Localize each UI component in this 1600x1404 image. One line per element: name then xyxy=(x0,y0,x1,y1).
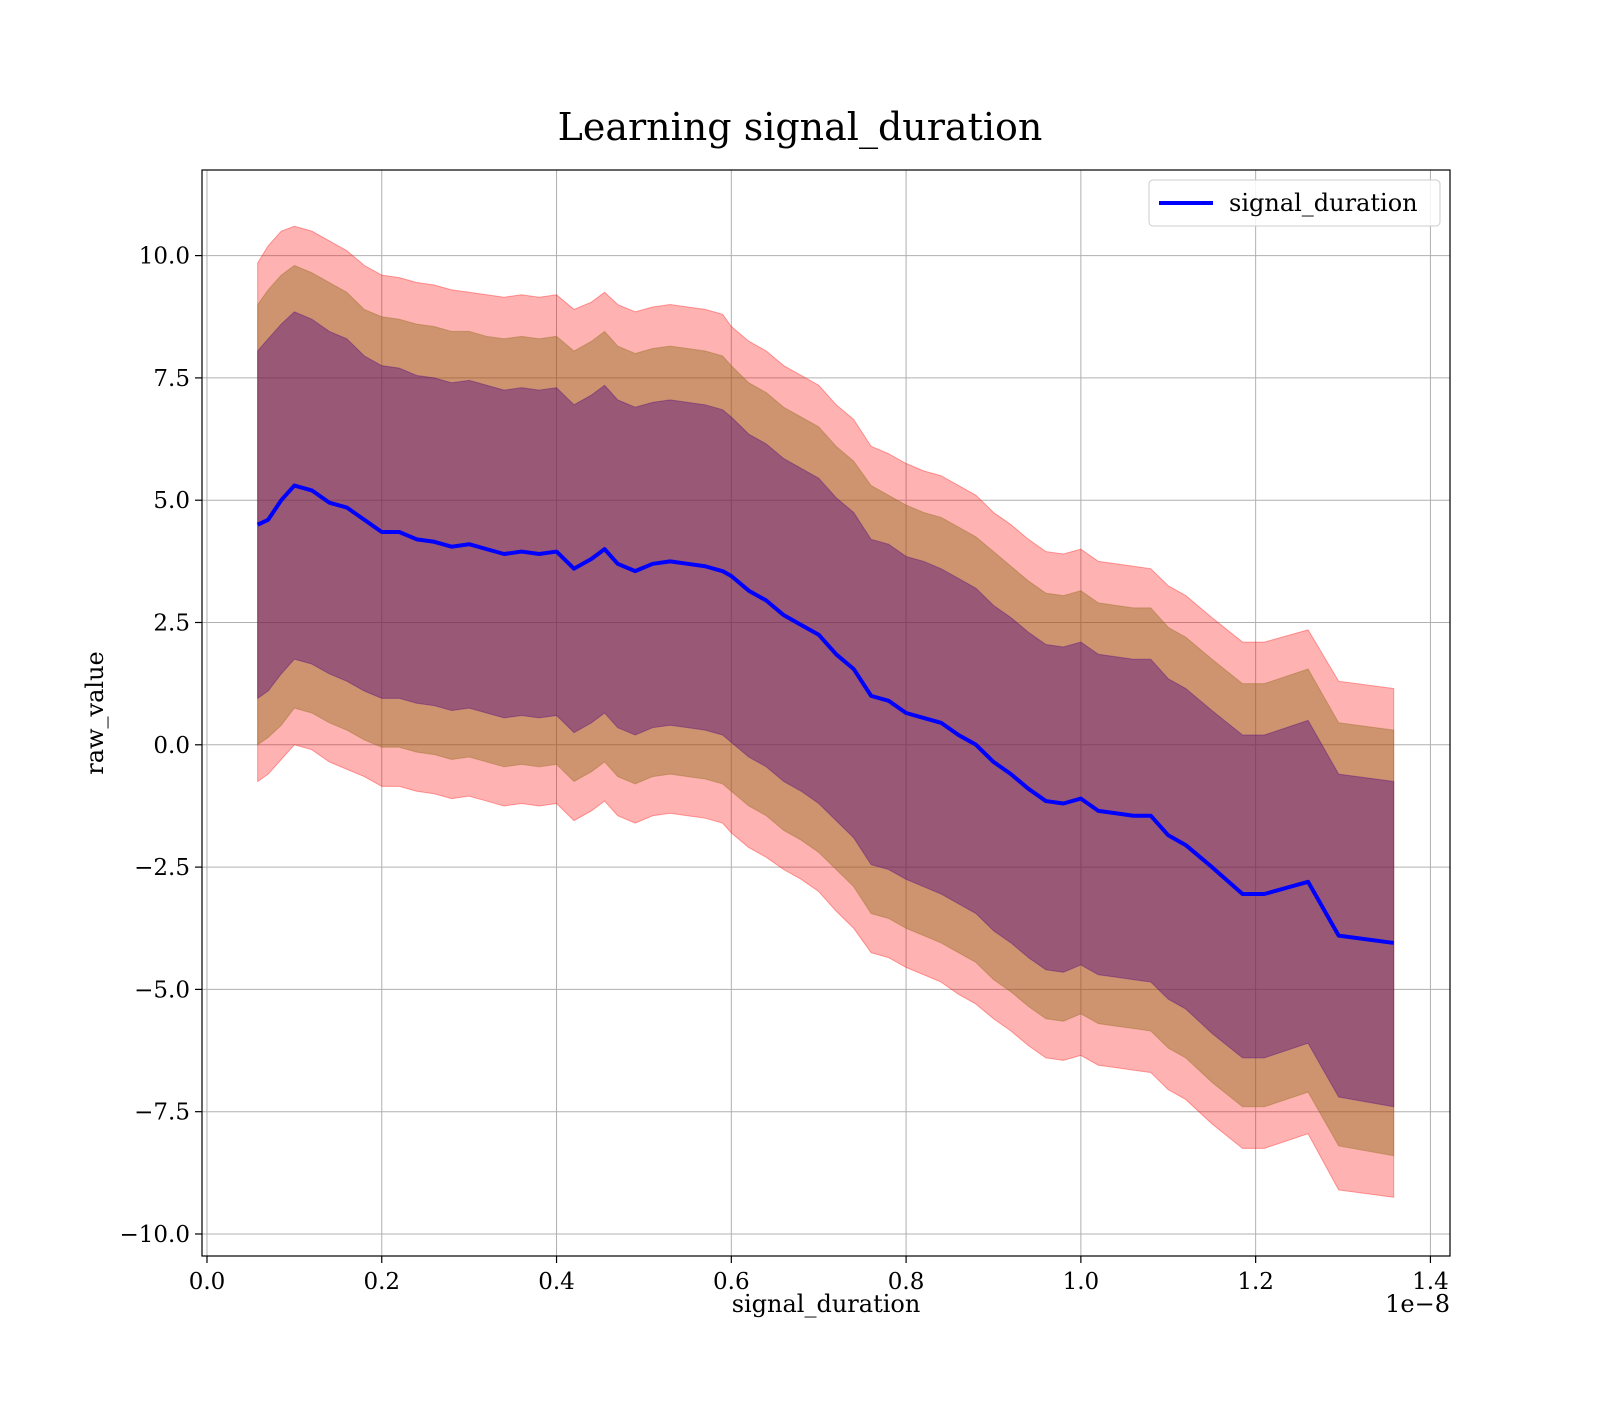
y-tick-label: −5.0 xyxy=(134,977,190,1003)
confidence-bands xyxy=(257,225,1395,1198)
legend-label-signal-duration: signal_duration xyxy=(1229,189,1418,217)
y-tick-label: 2.5 xyxy=(153,611,190,637)
x-tick-label: 0.6 xyxy=(713,1269,750,1295)
y-tick-label: −10.0 xyxy=(120,1222,190,1248)
y-tick-label: 7.5 xyxy=(153,366,190,392)
x-tick-label: 1.4 xyxy=(1412,1269,1449,1295)
legend: signal_duration xyxy=(1148,179,1441,227)
y-axis-ticks: 10.0 7.5 5.0 2.5 0.0 −2.5 −5.0 −7.5 −10.0 xyxy=(120,244,202,1248)
band-outer xyxy=(257,225,1395,1198)
band-inner xyxy=(257,311,1395,1108)
y-tick-label: −7.5 xyxy=(134,1100,190,1126)
series-lines xyxy=(256,483,1394,945)
plot-frame xyxy=(201,169,1451,1257)
x-axis-offset-label: 1e−8 xyxy=(1385,1290,1450,1318)
y-axis-label: raw_value xyxy=(81,651,109,775)
y-tick-label: 5.0 xyxy=(153,488,190,514)
chart-title: Learning signal_duration xyxy=(558,105,1043,150)
legend-frame xyxy=(1148,179,1441,227)
x-tick-label: 1.2 xyxy=(1237,1269,1274,1295)
y-tick-label: −2.5 xyxy=(134,855,190,881)
y-tick-label: 10.0 xyxy=(139,244,190,270)
series-line-signal-duration xyxy=(256,483,1394,945)
x-tick-label: 1.0 xyxy=(1063,1269,1100,1295)
x-axis-label: signal_duration xyxy=(732,1290,921,1318)
grid xyxy=(202,170,1450,1256)
x-tick-label: 0.2 xyxy=(363,1269,400,1295)
x-axis-ticks: 0.0 0.2 0.4 0.6 0.8 1.0 1.2 1.4 xyxy=(189,1256,1449,1295)
x-tick-label: 0.4 xyxy=(538,1269,575,1295)
band-middle xyxy=(257,264,1395,1157)
y-tick-label: 0.0 xyxy=(153,733,190,759)
x-tick-label: 0.8 xyxy=(888,1269,925,1295)
x-tick-label: 0.0 xyxy=(189,1269,226,1295)
